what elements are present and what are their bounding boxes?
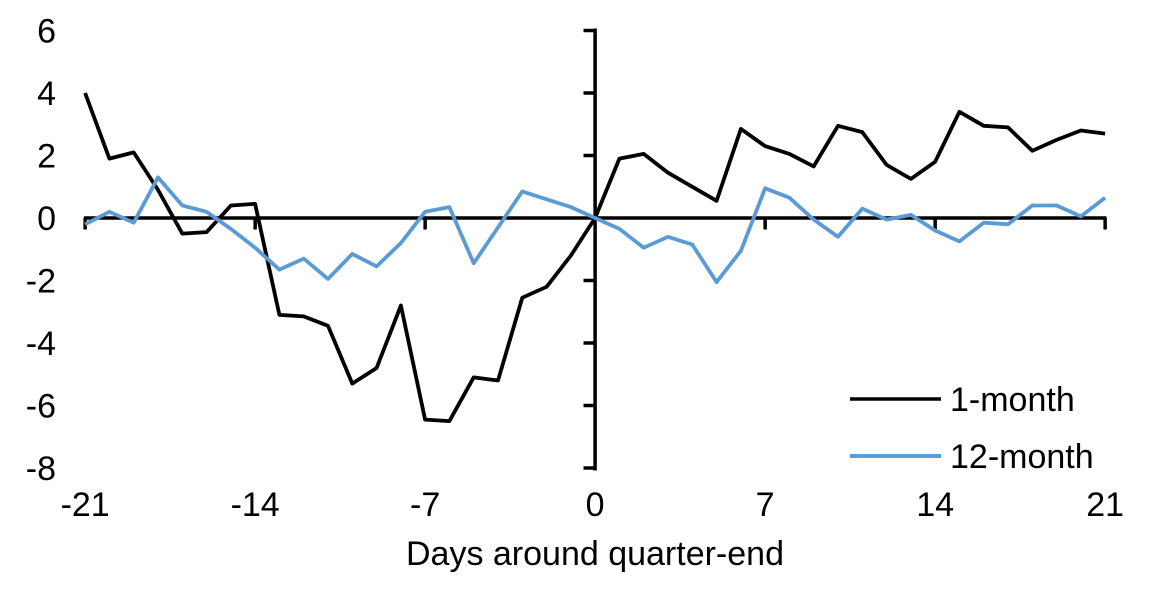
x-tick-label: 0 (586, 486, 605, 524)
x-tick-label: 21 (1086, 486, 1124, 524)
legend-label-12-month: 12-month (950, 438, 1094, 476)
x-tick-label: 7 (756, 486, 775, 524)
y-tick-label: -4 (26, 325, 56, 363)
x-tick-label: -14 (231, 486, 280, 524)
legend-label-1-month: 1-month (950, 381, 1075, 419)
y-tick-label: 0 (37, 200, 56, 238)
x-axis-title: Days around quarter-end (406, 535, 784, 573)
y-tick-labels: 6 4 2 0 -2 -4 -6 -8 (26, 13, 56, 489)
y-tick-label: -6 (26, 388, 56, 426)
y-ticks (583, 28, 596, 470)
x-tick-labels: -21 -14 -7 0 7 14 21 (61, 486, 1124, 524)
series-12-month-line (84, 175, 1107, 285)
y-tick-label: -8 (26, 450, 56, 488)
y-tick-label: -2 (26, 263, 56, 301)
y-tick-label: 4 (37, 75, 56, 113)
x-tick-label: -7 (410, 486, 440, 524)
y-tick-label: 2 (37, 138, 56, 176)
series-lines (83, 92, 1107, 424)
x-tick-label: 14 (916, 486, 954, 524)
legend: 1-month 12-month (850, 381, 1094, 476)
axes: -21 -14 -7 0 7 14 21 6 4 2 0 -2 -4 -6 -8 (26, 13, 1124, 525)
x-tick-label: -21 (61, 486, 110, 524)
y-tick-label: 6 (37, 13, 56, 51)
